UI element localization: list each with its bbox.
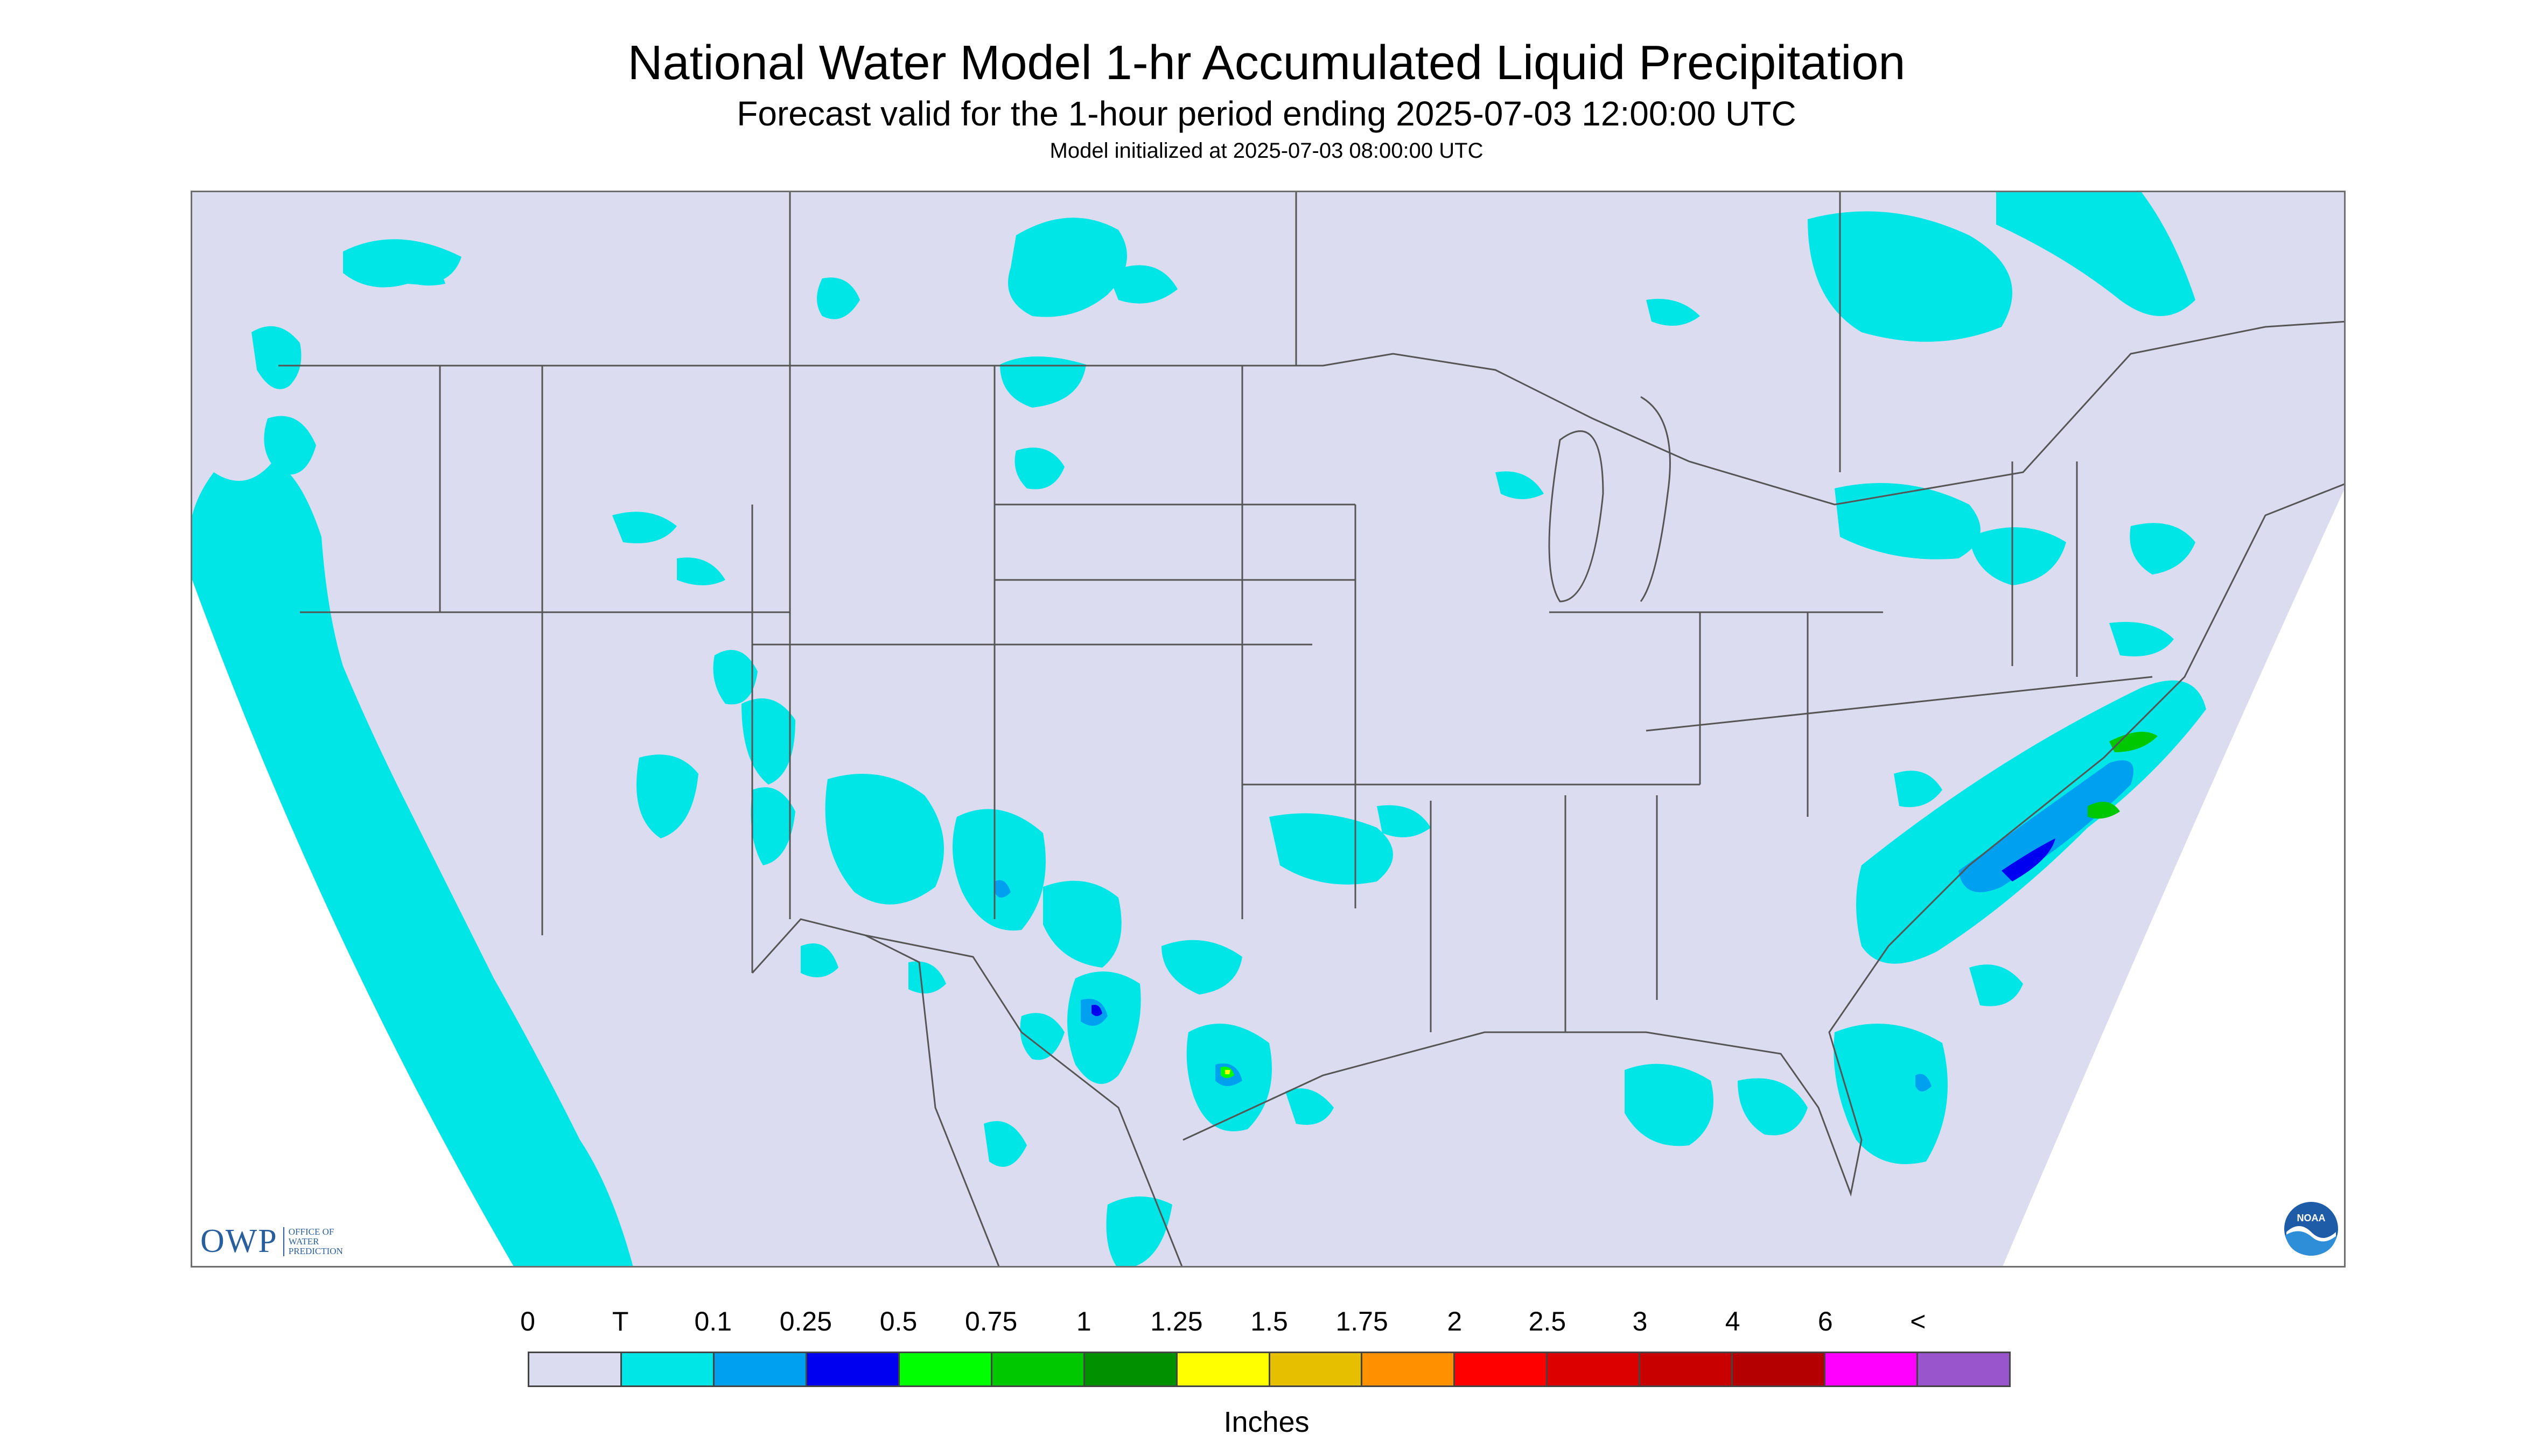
legend-swatch <box>1824 1352 1919 1387</box>
model-domain <box>192 192 2344 1266</box>
map-title: National Water Model 1-hr Accumulated Li… <box>627 36 1906 90</box>
owp-logo-text: OFFICE OF WATER PREDICTION <box>283 1227 353 1256</box>
legend-label: 1 <box>1076 1306 1091 1336</box>
legend-colorbar <box>528 1352 2011 1387</box>
precipitation-map <box>191 191 2346 1268</box>
legend-swatch <box>1916 1352 2011 1387</box>
legend-swatch <box>1083 1352 1178 1387</box>
noaa-logo: NOAA <box>2284 1202 2338 1256</box>
noaa-logo-text: NOAA <box>2297 1213 2326 1223</box>
map-canvas <box>192 192 2344 1266</box>
legend-label: 0.1 <box>694 1306 732 1336</box>
legend-label: 6 <box>1817 1306 1833 1336</box>
legend-swatch <box>1175 1352 1270 1387</box>
legend-swatch <box>1361 1352 1456 1387</box>
legend-swatch <box>898 1352 992 1387</box>
legend-label: 0.75 <box>964 1306 1018 1336</box>
legend-label: 2.5 <box>1528 1306 1566 1336</box>
legend-swatch <box>620 1352 715 1387</box>
legend-label: 1.25 <box>1150 1306 1203 1336</box>
legend-swatch <box>1546 1352 1641 1387</box>
political-boundaries <box>278 192 2344 1266</box>
legend-swatch <box>1453 1352 1548 1387</box>
legend-swatch <box>990 1352 1085 1387</box>
legend-swatch <box>805 1352 900 1387</box>
legend-label: 1.75 <box>1335 1306 1388 1336</box>
legend-swatch <box>1268 1352 1363 1387</box>
legend-label: 0.5 <box>879 1306 918 1336</box>
legend-swatch <box>1731 1352 1826 1387</box>
legend-label: 3 <box>1632 1306 1648 1336</box>
legend-label: T <box>612 1306 629 1336</box>
owp-logo-letters: OWP <box>200 1223 278 1259</box>
legend-label: 0.25 <box>779 1306 832 1336</box>
legend-label: 2 <box>1447 1306 1463 1336</box>
owp-logo: OWP OFFICE OF WATER PREDICTION <box>200 1222 353 1261</box>
legend-label: 1.5 <box>1250 1306 1288 1336</box>
legend-label: 0 <box>520 1306 535 1336</box>
precip-heavy-cores <box>995 732 2158 1091</box>
outside-domain <box>2003 490 2344 1266</box>
model-init-time: Model initialized at 2025-07-03 08:00:00… <box>1049 139 1484 163</box>
legend-units: Inches <box>1223 1406 1310 1438</box>
legend-label: < <box>1910 1306 1926 1336</box>
map-subtitle: Forecast valid for the 1-hour period end… <box>737 94 1796 133</box>
legend-label: 4 <box>1725 1306 1740 1336</box>
legend-swatch <box>712 1352 807 1387</box>
legend-labels: 0 T 0.1 0.25 0.5 0.75 1 1.25 1.5 1.75 2 2.5 3 4 6 < <box>0 1306 2533 1338</box>
legend-swatch <box>1639 1352 1733 1387</box>
legend-swatch <box>528 1352 622 1387</box>
precip-trace-areas <box>192 192 2206 1266</box>
